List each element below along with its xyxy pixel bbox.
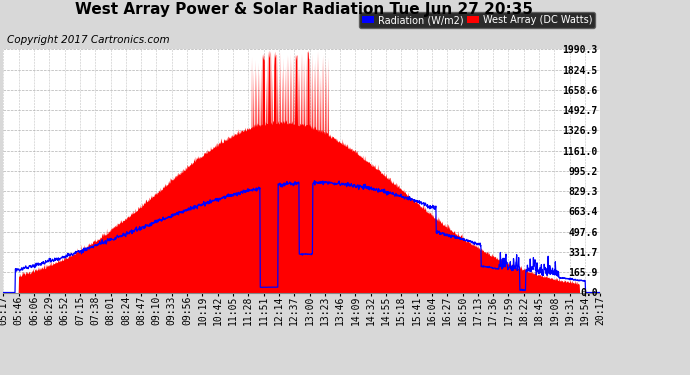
Text: West Array Power & Solar Radiation Tue Jun 27 20:35: West Array Power & Solar Radiation Tue J… <box>75 2 533 17</box>
Text: Copyright 2017 Cartronics.com: Copyright 2017 Cartronics.com <box>7 35 170 45</box>
Legend: Radiation (W/m2), West Array (DC Watts): Radiation (W/m2), West Array (DC Watts) <box>359 12 595 28</box>
